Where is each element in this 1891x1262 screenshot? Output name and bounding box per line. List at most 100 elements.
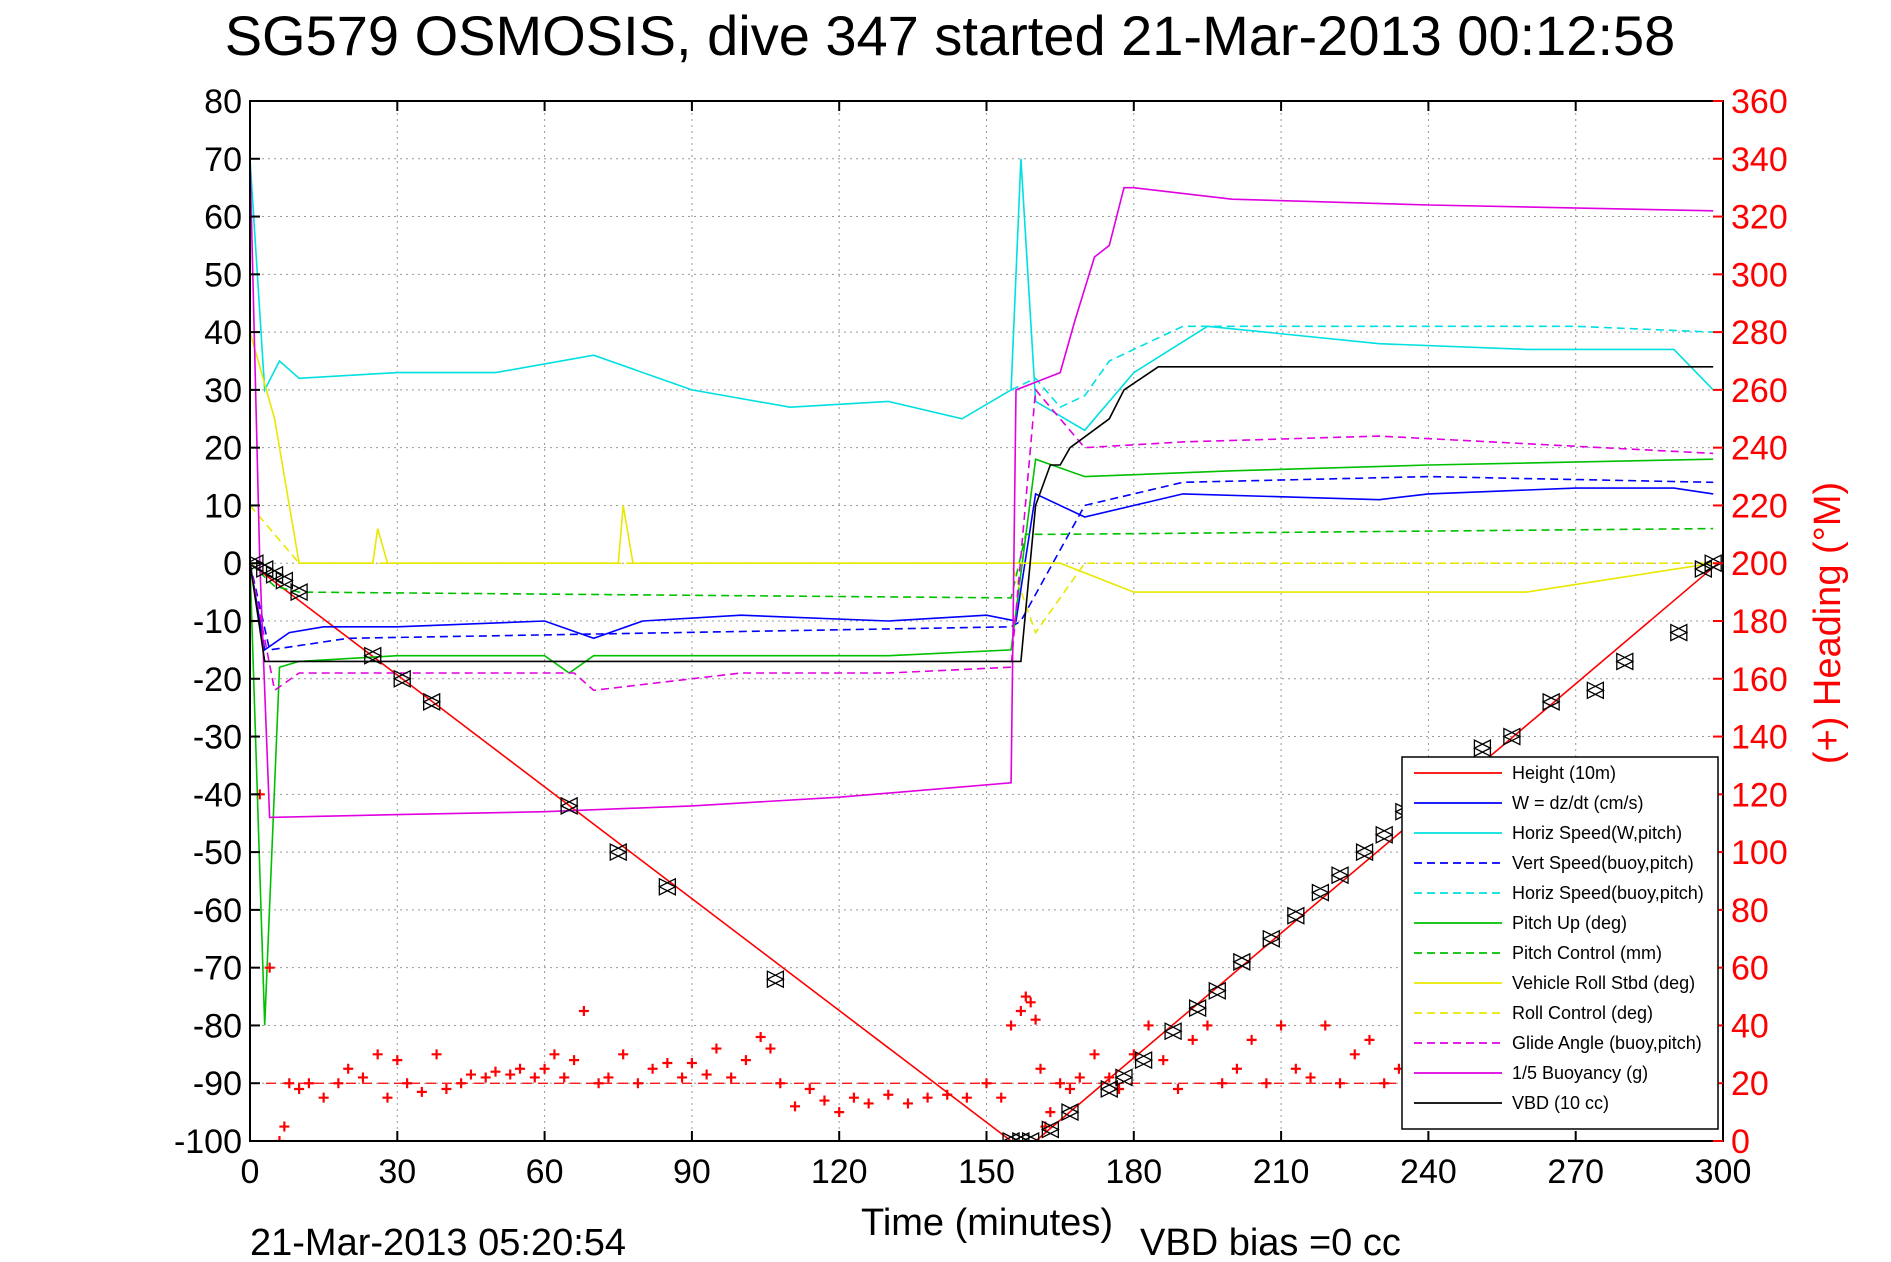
- y-left-tick-label: 40: [204, 314, 242, 352]
- heading-marker: [726, 1072, 737, 1083]
- y-right-tick-label: 260: [1731, 372, 1788, 410]
- heading-marker: [505, 1069, 516, 1080]
- waypoint-marker: [250, 554, 265, 573]
- legend-entry: VBD (10 cc): [1512, 1093, 1609, 1113]
- x-tick-label: 0: [241, 1153, 260, 1191]
- heading-marker: [632, 1078, 643, 1089]
- heading-marker: [1320, 1020, 1331, 1031]
- heading-marker: [711, 1043, 722, 1054]
- y-left-tick-label: 60: [204, 199, 242, 237]
- heading-marker: [382, 1092, 393, 1103]
- legend-entry: Vert Speed(buoy,pitch): [1512, 853, 1694, 873]
- y-left-tick-label: 0: [223, 545, 242, 583]
- waypoint-marker: [657, 877, 677, 896]
- y-left-tick-label: 70: [204, 141, 242, 179]
- heading-marker: [765, 1043, 776, 1054]
- y-left-tick-label: -70: [193, 950, 242, 988]
- heading-marker: [392, 1055, 403, 1066]
- waypoint-marker: [289, 583, 309, 602]
- heading-marker: [465, 1069, 476, 1080]
- heading-marker: [863, 1098, 874, 1109]
- series-line: [250, 458, 1714, 1026]
- heading-marker: [1020, 991, 1031, 1002]
- heading-marker: [372, 1049, 383, 1060]
- y-left-tick-label: -100: [174, 1123, 242, 1161]
- legend-entry: 1/5 Buoyancy (g): [1512, 1063, 1648, 1083]
- heading-marker: [1074, 1072, 1085, 1083]
- legend-entry: Height (10m): [1512, 763, 1616, 783]
- heading-marker: [578, 1006, 589, 1016]
- heading-marker: [1379, 1078, 1390, 1089]
- heading-marker: [1231, 1063, 1242, 1074]
- heading-marker: [1128, 1049, 1139, 1060]
- legend-entry: Glide Angle (buoy,pitch): [1512, 1033, 1702, 1053]
- heading-marker: [996, 1092, 1007, 1103]
- waypoint-marker: [1355, 843, 1375, 862]
- series-line: [250, 562, 1719, 1141]
- waypoint-marker: [1188, 999, 1208, 1018]
- series-line: [250, 475, 1714, 651]
- waypoint-marker: [1615, 652, 1635, 671]
- heading-marker: [569, 1055, 580, 1066]
- series-line: [250, 365, 1714, 663]
- y-right-tick-label: 0: [1731, 1123, 1750, 1161]
- y-left-tick-label: -50: [193, 834, 242, 872]
- heading-marker: [1015, 1006, 1026, 1016]
- y-right-tick-label: 360: [1731, 83, 1788, 121]
- legend-entry: Horiz Speed(buoy,pitch): [1512, 883, 1704, 903]
- series-line: [250, 487, 1714, 652]
- y-left-tick-label: -20: [193, 661, 242, 699]
- y-left-tick-label: 30: [204, 372, 242, 410]
- y-right-tick-label: 40: [1731, 1007, 1769, 1045]
- heading-marker: [647, 1063, 658, 1074]
- heading-marker: [1276, 1020, 1287, 1031]
- heading-marker: [883, 1089, 894, 1100]
- waypoint-marker: [1232, 952, 1252, 971]
- waypoint-marker: [265, 565, 285, 584]
- y-left-tick-label: 80: [204, 83, 242, 121]
- heading-marker: [490, 1066, 501, 1077]
- y-right-tick-label: 300: [1731, 256, 1788, 294]
- x-tick-label: 180: [1105, 1153, 1162, 1191]
- legend-box: [1401, 756, 1719, 1130]
- x-tick-label: 90: [673, 1153, 711, 1191]
- x-tick-label: 240: [1400, 1153, 1457, 1191]
- waypoint-marker: [422, 692, 442, 711]
- heading-marker: [1030, 1014, 1041, 1025]
- legend: Height (10m) W = dz/dt (cm/s) Horiz Speed(…: [1401, 756, 1719, 1130]
- y-left-tick-label: -60: [193, 892, 242, 930]
- heading-marker: [294, 1084, 305, 1094]
- heading-marker: [1025, 997, 1036, 1008]
- heading-marker: [431, 1049, 442, 1060]
- y-axis-right-label: (+) Heading (°M): [1807, 482, 1849, 764]
- waypoint-marker: [1541, 692, 1561, 711]
- legend-entry: Vehicle Roll Stbd (deg): [1512, 973, 1695, 993]
- heading-marker: [343, 1063, 354, 1074]
- heading-marker: [529, 1072, 540, 1083]
- waypoint-marker: [1163, 1022, 1183, 1041]
- y-right-tick-label: 20: [1731, 1065, 1769, 1103]
- waypoint-marker: [392, 669, 412, 688]
- y-right-tick-label: 80: [1731, 892, 1769, 930]
- heading-marker: [1290, 1063, 1301, 1074]
- heading-marker: [1172, 1084, 1183, 1094]
- series-lines: [250, 158, 1719, 1141]
- y-left-tick-label: -30: [193, 719, 242, 757]
- series-line: [250, 527, 1714, 599]
- x-tick-label: 270: [1547, 1153, 1604, 1191]
- heading-marker: [755, 1032, 766, 1042]
- heading-marker: [549, 1049, 560, 1060]
- waypoint-marker: [1011, 1131, 1031, 1141]
- y-axis-left-ticks: -100-90-80-70-60-50-40-30-20-10010203040…: [174, 83, 260, 1161]
- heading-marker: [1187, 1034, 1198, 1045]
- heading-marker: [834, 1107, 845, 1118]
- heading-marker: [456, 1078, 467, 1089]
- x-tick-label: 300: [1695, 1153, 1752, 1191]
- heading-marker: [701, 1069, 712, 1080]
- heading-marker: [264, 962, 275, 973]
- heading-marker: [740, 1055, 751, 1066]
- y-right-tick-label: 120: [1731, 776, 1788, 814]
- chart-title: SG579 OSMOSIS, dive 347 started 21-Mar-2…: [225, 4, 1676, 67]
- x-tick-label: 150: [958, 1153, 1015, 1191]
